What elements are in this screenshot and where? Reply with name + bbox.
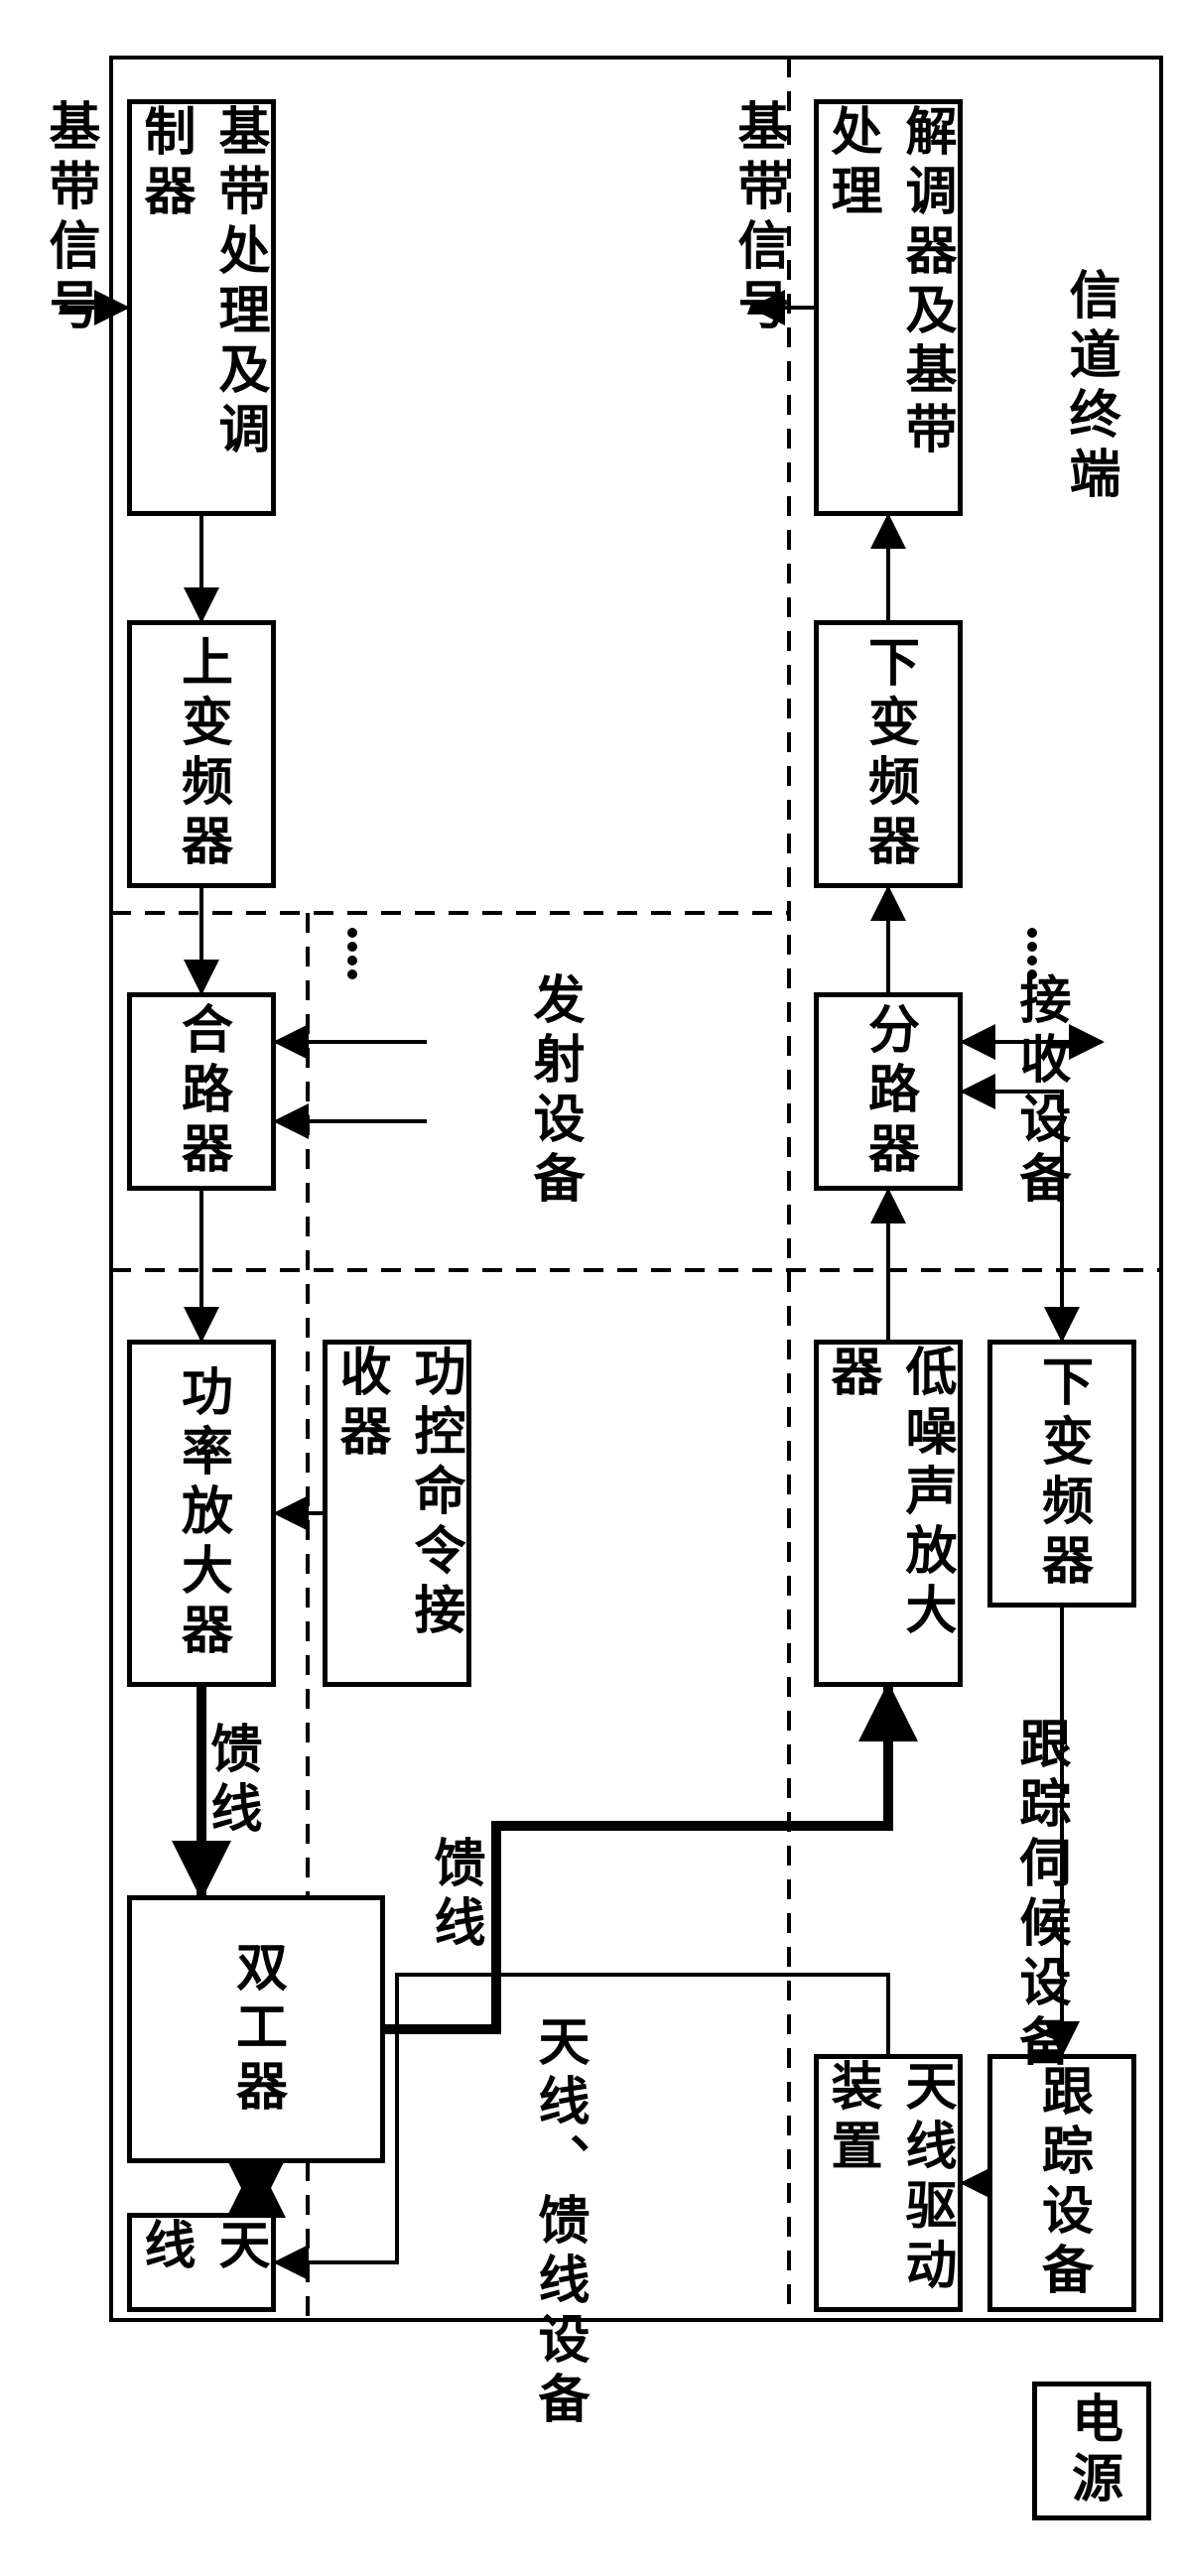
node-duplexer: 双工器 — [127, 1895, 385, 2163]
node-baseband_mod: 基带处理及调制器 — [127, 99, 276, 516]
node-lna: 低噪声放大器 — [814, 1340, 963, 1687]
node-track_dev: 跟踪设备 — [987, 2054, 1136, 2312]
node-antenna: 天线 — [127, 2213, 276, 2312]
node-splitter: 分路器 — [814, 992, 963, 1191]
node-combiner: 合路器 — [127, 992, 276, 1191]
label-chan_term: 信道终端 — [1052, 268, 1126, 506]
label-baseband_sig_top: 基带信号 — [32, 99, 106, 337]
label-rx_equip: 接收设备 — [1002, 972, 1077, 1211]
node-downconv2: 下变频器 — [987, 1340, 1136, 1608]
node-downconv1: 下变频器 — [814, 620, 963, 888]
label-baseband_sig_bottom: 基带信号 — [721, 99, 795, 337]
label-feeder1: 馈线 — [194, 1722, 268, 1841]
node-pc_rx: 功控命令接收器 — [323, 1340, 471, 1687]
node-power_amp: 功率放大器 — [127, 1340, 276, 1687]
label-track_servo: 跟踪伺候设备 — [1002, 1717, 1077, 2074]
node-ant_drive: 天线驱动装置 — [814, 2054, 963, 2312]
label-tx_equip: 发射设备 — [516, 972, 591, 1211]
node-upconv: 上变频器 — [127, 620, 276, 888]
diagram-canvas: 基带处理及调制器上变频器合路器功率放大器功控命令接收器双工器天线 天线驱动装置跟踪… — [0, 0, 1182, 2576]
node-power_box: 电源 — [1032, 2382, 1151, 2520]
node-demod: 解调器及基带处理 — [814, 99, 963, 516]
label-feeder2: 馈线 — [417, 1836, 491, 1955]
label-ant_feed_equip: 天线、馈线设备 — [521, 2014, 595, 2431]
